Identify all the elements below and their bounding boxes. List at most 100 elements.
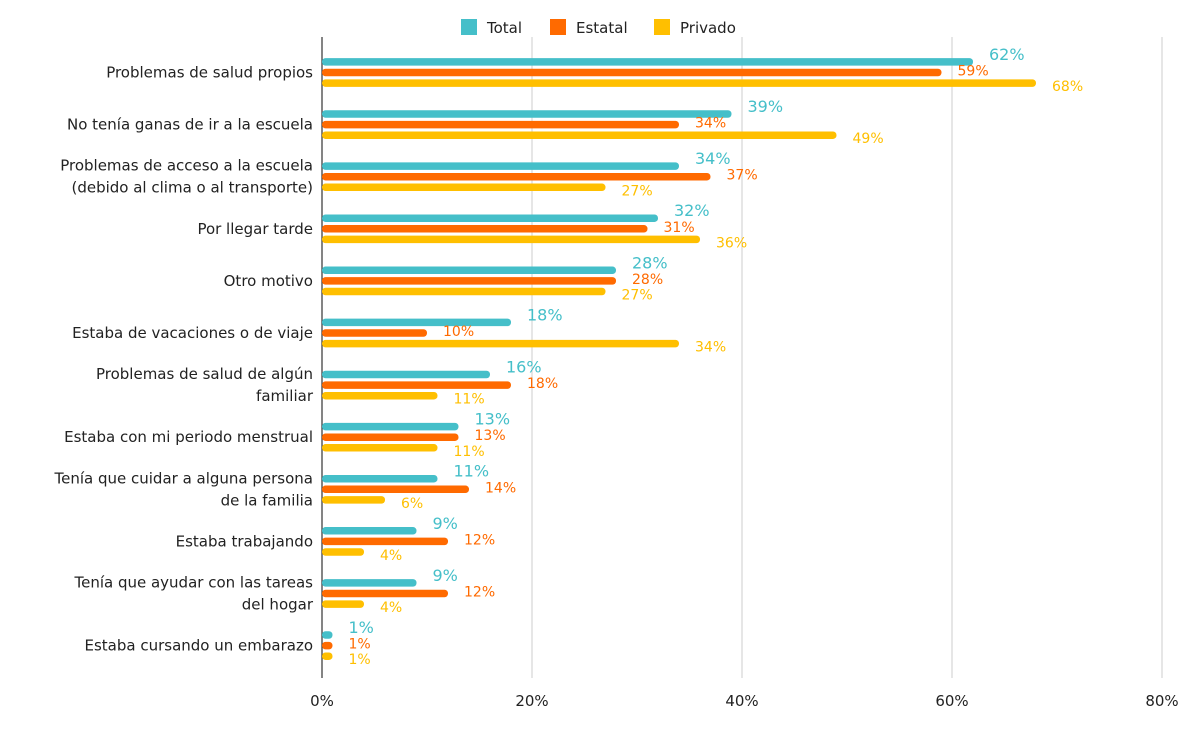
- category-label: Estaba de vacaciones o de viaje: [72, 324, 313, 342]
- bar-privado: [322, 131, 837, 139]
- category-labels: Problemas de salud propios No tenía ganas…: [54, 64, 314, 655]
- value-label-estatal: 14%: [485, 480, 516, 496]
- value-label-total: 62%: [989, 45, 1025, 64]
- value-label-privado: 4%: [380, 600, 402, 616]
- category-label: Problemas de salud de algún: [96, 365, 313, 383]
- bar-total: [322, 214, 658, 222]
- value-label-privado: 49%: [853, 131, 884, 147]
- value-label-estatal: 1%: [349, 637, 371, 653]
- value-label-estatal: 59%: [958, 64, 989, 80]
- bar-estatal: [322, 433, 459, 441]
- category-label: Estaba trabajando: [176, 532, 313, 550]
- value-label-total: 28%: [632, 253, 668, 272]
- bar-estatal: [322, 225, 648, 233]
- category-label: No tenía ganas de ir a la escuela: [67, 116, 313, 134]
- bar-privado: [322, 79, 1036, 87]
- legend-swatch-estatal: [550, 19, 566, 35]
- bar-estatal: [322, 485, 469, 494]
- value-label-total: 9%: [433, 514, 458, 533]
- bar-estatal: [322, 68, 942, 77]
- legend-label-estatal: Estatal: [576, 19, 628, 37]
- bar-estatal: [322, 381, 511, 389]
- value-label-estatal: 31%: [664, 220, 695, 236]
- category-label: Estaba con mi periodo menstrual: [64, 428, 313, 446]
- value-label-privado: 27%: [622, 183, 653, 199]
- value-label-privado: 11%: [454, 392, 485, 408]
- bar-privado: [322, 287, 606, 296]
- value-label-total: 32%: [674, 201, 710, 220]
- gridlines: [531, 37, 1163, 678]
- value-label-total: 34%: [695, 149, 731, 168]
- bar-estatal: [322, 329, 427, 337]
- value-label-total: 9%: [433, 566, 458, 585]
- value-label-estatal: 10%: [443, 324, 474, 340]
- bar-total: [322, 162, 679, 170]
- bar-total: [322, 110, 732, 118]
- legend-label-privado: Privado: [680, 19, 736, 37]
- category-label: Tenía que ayudar con las tareas: [73, 574, 313, 592]
- bar-privado: [322, 548, 364, 556]
- value-labels: 62%59%68%39%34%49%34%37%27%32%31%36%28%2…: [349, 45, 1084, 668]
- category-label: de la familia: [221, 491, 313, 509]
- category-label: Estaba cursando un embarazo: [85, 637, 314, 655]
- value-label-privado: 4%: [380, 548, 402, 564]
- value-label-estatal: 37%: [727, 168, 758, 184]
- bar-total: [322, 579, 417, 587]
- bar-total: [322, 370, 490, 379]
- category-label: Otro motivo: [224, 272, 313, 290]
- bar-privado: [322, 183, 606, 192]
- bar-total: [322, 58, 973, 66]
- bar-total: [322, 266, 616, 275]
- value-label-privado: 1%: [349, 652, 371, 668]
- value-label-total: 1%: [349, 618, 374, 637]
- bar-total: [322, 318, 511, 327]
- value-label-estatal: 13%: [475, 428, 506, 444]
- bar-privado: [322, 391, 438, 400]
- category-label: Problemas de acceso a la escuela: [60, 157, 313, 175]
- bar-estatal: [322, 589, 448, 598]
- x-tick-label: 20%: [515, 692, 548, 710]
- legend-swatch-privado: [654, 19, 670, 35]
- category-label: del hogar: [242, 596, 314, 614]
- bar-total: [322, 474, 438, 483]
- bar-total: [322, 631, 333, 639]
- x-tick-labels: 0% 20% 40% 60% 80%: [310, 692, 1179, 710]
- value-label-privado: 36%: [716, 235, 747, 251]
- value-label-privado: 68%: [1052, 79, 1083, 95]
- category-label: Problemas de salud propios: [106, 64, 313, 82]
- x-tick-label: 0%: [310, 692, 334, 710]
- value-label-privado: 11%: [454, 444, 485, 460]
- bar-privado: [322, 444, 438, 452]
- value-label-total: 39%: [748, 97, 784, 116]
- value-label-privado: 34%: [695, 340, 726, 356]
- x-tick-label: 40%: [725, 692, 758, 710]
- value-label-total: 18%: [527, 305, 563, 324]
- bar-total: [322, 527, 417, 535]
- category-label: Tenía que cuidar a alguna persona: [54, 469, 314, 487]
- bar-privado: [322, 652, 333, 660]
- value-label-privado: 27%: [622, 288, 653, 304]
- value-label-total: 11%: [454, 462, 490, 481]
- bar-privado: [322, 235, 700, 244]
- bar-estatal: [322, 277, 616, 285]
- value-label-estatal: 34%: [695, 116, 726, 132]
- category-label: familiar: [256, 387, 314, 405]
- value-label-estatal: 12%: [464, 585, 495, 601]
- bar-privado: [322, 339, 679, 348]
- bars: [322, 58, 1036, 660]
- value-label-estatal: 28%: [632, 272, 663, 288]
- bar-privado: [322, 496, 385, 504]
- value-label-privado: 6%: [401, 496, 423, 512]
- bar-estatal: [322, 172, 711, 181]
- value-label-estatal: 12%: [464, 532, 495, 548]
- legend-swatch-total: [461, 19, 477, 35]
- legend: Total Estatal Privado: [461, 19, 736, 37]
- category-label: (debido al clima o al transporte): [71, 179, 313, 197]
- bar-privado: [322, 600, 364, 608]
- legend-label-total: Total: [486, 19, 522, 37]
- bar-estatal: [322, 641, 333, 650]
- bar-estatal: [322, 120, 679, 129]
- bar-total: [322, 422, 459, 431]
- bar-estatal: [322, 537, 448, 546]
